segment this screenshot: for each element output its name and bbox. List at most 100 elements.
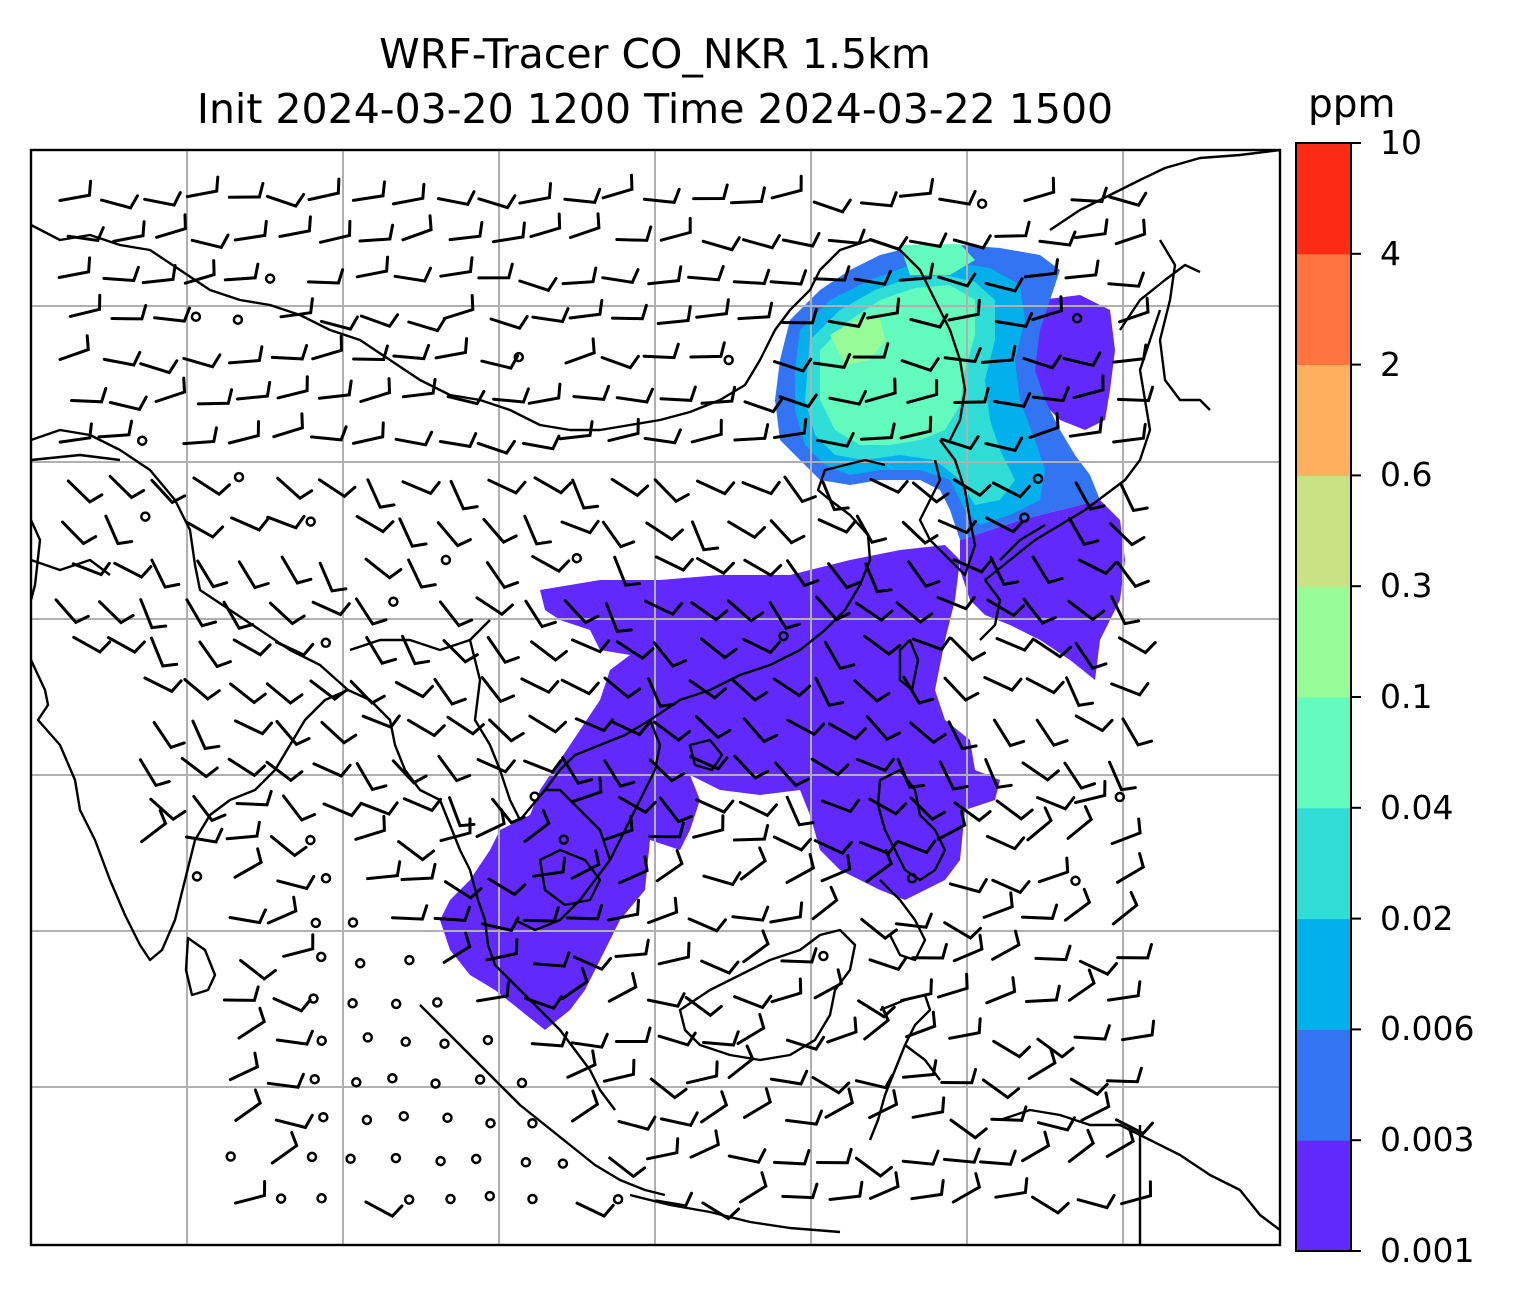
- wind-barb: [561, 756, 594, 786]
- wind-barb: [561, 266, 598, 286]
- wind-barb: [391, 904, 429, 921]
- wind-barb: [985, 976, 1017, 1005]
- calm-marker: [976, 198, 988, 209]
- wind-barb: [138, 758, 171, 788]
- wind-barb: [731, 905, 770, 922]
- wind-barb: [352, 344, 389, 362]
- wind-barb: [810, 757, 850, 777]
- wind-barb: [278, 215, 312, 238]
- wind-barb: [603, 676, 641, 700]
- wind-barb: [401, 377, 437, 399]
- wind-barb: [198, 640, 232, 669]
- wind-barb: [192, 476, 231, 497]
- wind-barb: [618, 795, 657, 815]
- wind-barb: [560, 519, 600, 535]
- wind-barb: [364, 1200, 404, 1218]
- wind-barb: [1065, 676, 1095, 707]
- wind-barb: [814, 676, 845, 707]
- wind-barb: [476, 980, 510, 1003]
- wind-barb: [687, 265, 725, 282]
- wind-barb: [1108, 191, 1148, 207]
- wind-barb: [530, 1031, 569, 1048]
- wind-barb: [953, 801, 992, 823]
- wind-barb: [897, 839, 937, 855]
- wind-barb: [655, 849, 684, 883]
- wind-barb: [730, 186, 766, 205]
- wind-barb: [400, 862, 437, 881]
- wind-barb: [523, 759, 563, 774]
- wind-barb: [320, 720, 358, 745]
- wind-barb: [191, 719, 221, 751]
- colorbar-segment: [1296, 1029, 1351, 1141]
- wind-barb: [1070, 186, 1108, 204]
- wind-barb: [571, 478, 600, 510]
- wind-barb: [743, 398, 783, 414]
- calm-marker: [345, 1153, 356, 1165]
- wind-barb: [185, 520, 225, 539]
- wind-barb: [266, 1072, 305, 1089]
- calm-marker: [388, 596, 399, 607]
- wind-barb: [781, 1182, 819, 1200]
- wind-barb: [700, 1090, 729, 1124]
- wind-barb: [279, 297, 314, 319]
- wind-barb: [233, 219, 268, 242]
- wind-barb: [190, 233, 230, 250]
- wind-barb: [770, 977, 803, 1004]
- wind-barb: [894, 912, 933, 929]
- wind-barb: [768, 601, 801, 630]
- wind-barb: [438, 432, 478, 449]
- calm-marker: [305, 516, 316, 527]
- wind-barb: [985, 516, 1025, 534]
- wind-barb: [938, 760, 969, 791]
- wind-barb: [393, 266, 432, 283]
- wind-barb: [948, 1017, 982, 1040]
- wind-barb: [1022, 597, 1057, 625]
- wind-barb: [185, 175, 220, 199]
- calm-marker: [1114, 791, 1126, 803]
- wind-barb: [1114, 218, 1147, 246]
- wind-barb: [898, 177, 935, 198]
- wind-barb: [309, 679, 348, 701]
- calm-marker: [320, 637, 332, 649]
- wind-barb: [102, 265, 140, 283]
- wind-barb: [266, 895, 298, 925]
- wind-barb: [865, 849, 894, 883]
- wind-barb: [727, 1148, 767, 1164]
- wind-barb: [113, 561, 153, 579]
- wind-barb: [813, 839, 853, 855]
- wind-barb: [731, 678, 769, 702]
- plume-contour: [830, 318, 885, 365]
- wind-barb: [527, 382, 562, 405]
- calm-marker: [612, 1193, 624, 1205]
- wind-barb: [610, 477, 650, 498]
- wind-barb: [317, 478, 357, 499]
- wind-barb: [602, 814, 634, 842]
- wind-barb: [523, 514, 552, 546]
- wind-barb: [528, 714, 568, 734]
- wind-barb: [614, 938, 650, 958]
- wind-barb: [311, 600, 351, 617]
- wind-barb: [1064, 259, 1100, 280]
- plume-contour: [440, 545, 1000, 1030]
- wind-barb: [700, 385, 737, 405]
- wind-barb: [265, 682, 304, 705]
- wind-barb: [995, 637, 1035, 652]
- calm-marker: [1070, 875, 1081, 887]
- wind-barb: [1037, 856, 1070, 884]
- wind-barb: [995, 799, 1034, 821]
- calm-marker: [264, 273, 276, 284]
- wind-barb: [532, 951, 571, 968]
- wind-barb: [230, 516, 270, 532]
- wind-barb: [647, 896, 679, 925]
- wind-barb: [611, 303, 648, 321]
- wind-barb: [140, 809, 168, 844]
- wind-barb: [1036, 1037, 1075, 1059]
- wind-barb: [531, 307, 570, 324]
- wind-barb: [813, 968, 844, 1000]
- wind-barb: [701, 236, 741, 252]
- wind-barb: [691, 520, 720, 552]
- wind-barb: [948, 878, 988, 894]
- calm-marker: [351, 1077, 362, 1088]
- calm-marker: [470, 1153, 482, 1165]
- wind-barb: [785, 1035, 825, 1051]
